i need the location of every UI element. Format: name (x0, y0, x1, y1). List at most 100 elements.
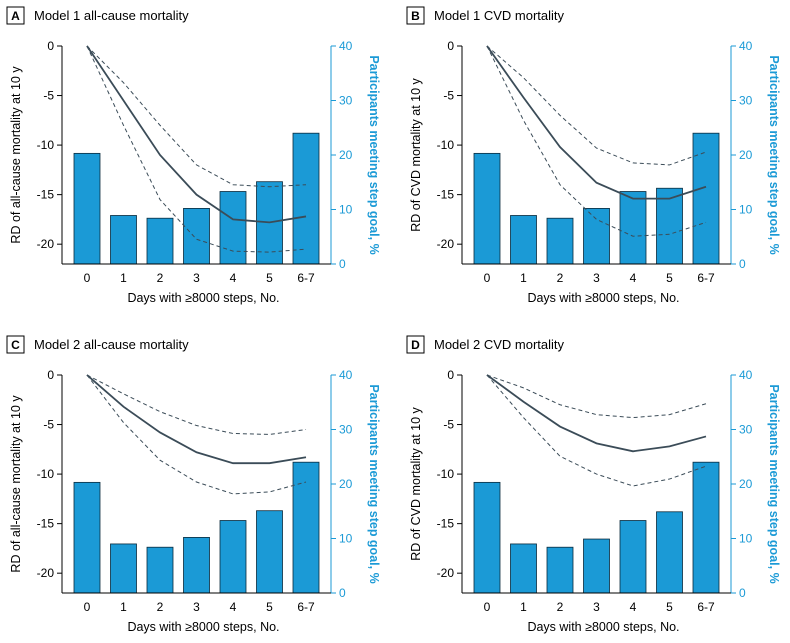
right-tick-label: 0 (339, 257, 346, 271)
panel-letter-box (6, 6, 25, 25)
bar-4 (219, 191, 247, 265)
right-tick-label: 0 (739, 586, 746, 600)
y2-axis-label: Participants meeting step goal, % (367, 55, 381, 254)
right-tick-label: 10 (339, 532, 353, 546)
x-tick-label: 2 (557, 271, 564, 285)
estimate-line (486, 45, 707, 200)
left-tick-label: -20 (437, 566, 455, 580)
y-axis-label: RD of CVD mortality at 10 y (409, 406, 423, 560)
y2-axis-label: Participants meeting step goal, % (367, 384, 381, 583)
left-tick-label: -20 (37, 566, 55, 580)
right-tick-label: 0 (739, 257, 746, 271)
panel-letter: A (11, 9, 20, 23)
panel-a: A Model 1 all-cause mortality 0 -5 -10 -15 -20… (6, 6, 381, 305)
x-tick-label: 4 (630, 271, 637, 285)
panel-letter: B (411, 9, 420, 23)
left-tick-label: -5 (443, 418, 454, 432)
bar-6-7 (692, 132, 720, 265)
bar-4 (219, 520, 247, 594)
right-tick-label: 0 (339, 586, 346, 600)
ci-upper-line (86, 374, 307, 435)
x-tick-label: 6-7 (297, 600, 315, 614)
x-tick-label: 0 (484, 271, 491, 285)
panel-letter-box (6, 335, 25, 354)
right-tick-label: 30 (339, 423, 353, 437)
y2-axis-label: Participants meeting step goal, % (767, 384, 781, 583)
bar-5 (656, 187, 683, 265)
x-tick-label: 3 (593, 600, 600, 614)
bar-2 (146, 217, 174, 265)
panel-d: D Model 2 CVD mortality0-5-10-15-20010203… (406, 335, 781, 634)
left-tick-label: 0 (447, 39, 454, 53)
x-tick-label: 6-7 (697, 271, 715, 285)
left-tick-label: -5 (43, 418, 54, 432)
bar-1 (510, 543, 537, 594)
ci-upper-line (86, 45, 307, 188)
bar-5 (656, 511, 683, 594)
bar-2 (146, 546, 174, 594)
panel-title: Model 1 CVD mortality (434, 8, 565, 23)
ci-lower-line (486, 374, 707, 487)
bar-3 (583, 208, 610, 265)
x-tick-label: 5 (266, 600, 273, 614)
y2-axis-label: Participants meeting step goal, % (767, 55, 781, 254)
x-tick-label: 2 (157, 271, 164, 285)
bar-3 (183, 537, 210, 594)
bar-1 (110, 215, 137, 265)
x-tick-label: 3 (593, 271, 600, 285)
panel-letter-box (406, 335, 425, 354)
left-tick-label: 0 (447, 368, 454, 382)
bar-2 (546, 217, 574, 265)
x-tick-label: 0 (84, 600, 91, 614)
x-tick-label: 1 (520, 600, 527, 614)
right-tick-label: 10 (739, 532, 753, 546)
x-tick-label: 5 (666, 600, 673, 614)
right-tick-label: 40 (339, 39, 353, 53)
y-axis-label: RD of all-cause mortality at 10 y (9, 66, 23, 244)
left-tick-label: -5 (443, 89, 454, 103)
estimate-line (86, 45, 307, 224)
ci-upper-line (486, 45, 707, 166)
x-tick-label: 4 (630, 600, 637, 614)
bar-0 (73, 152, 101, 265)
right-tick-label: 10 (339, 203, 353, 217)
x-tick-label: 1 (120, 271, 127, 285)
x-axis-label: Days with ≥8000 steps, No. (527, 620, 679, 634)
left-tick-label: -10 (437, 467, 455, 481)
x-tick-label: 2 (557, 600, 564, 614)
x-axis-label: Days with ≥8000 steps, No. (127, 620, 279, 634)
panel-letter: C (11, 338, 20, 352)
right-tick-label: 30 (339, 94, 353, 108)
bar-3 (583, 538, 610, 594)
panel-letter-box (406, 6, 425, 25)
right-tick-label: 20 (739, 148, 753, 162)
x-axis-label: Days with ≥8000 steps, No. (127, 291, 279, 305)
left-tick-label: -15 (37, 188, 55, 202)
left-tick-label: -20 (437, 237, 455, 251)
bar-2 (546, 546, 574, 594)
x-axis-label: Days with ≥8000 steps, No. (527, 291, 679, 305)
right-tick-label: 40 (339, 368, 353, 382)
bar-4 (619, 520, 647, 594)
right-tick-label: 40 (739, 368, 753, 382)
bar-4 (619, 191, 647, 265)
left-tick-label: -10 (37, 467, 55, 481)
x-tick-label: 3 (193, 600, 200, 614)
x-tick-label: 0 (484, 600, 491, 614)
bar-6-7 (692, 461, 720, 594)
panel-title: Model 2 CVD mortality (434, 337, 565, 352)
x-tick-label: 4 (230, 271, 237, 285)
bar-1 (110, 543, 137, 594)
x-tick-label: 6-7 (297, 271, 315, 285)
panel-title: Model 1 all-cause mortality (34, 8, 189, 23)
estimate-line (486, 374, 707, 453)
bar-5 (256, 510, 283, 594)
left-tick-label: 0 (47, 39, 54, 53)
x-tick-label: 3 (193, 271, 200, 285)
ci-upper-line (486, 374, 707, 419)
left-tick-label: 0 (47, 368, 54, 382)
x-tick-label: 5 (266, 271, 273, 285)
right-tick-label: 30 (739, 94, 753, 108)
bar-1 (510, 215, 537, 265)
panel-c: C Model 2 all-cause mortality 0 -5 -10 -15 -20… (6, 335, 381, 634)
